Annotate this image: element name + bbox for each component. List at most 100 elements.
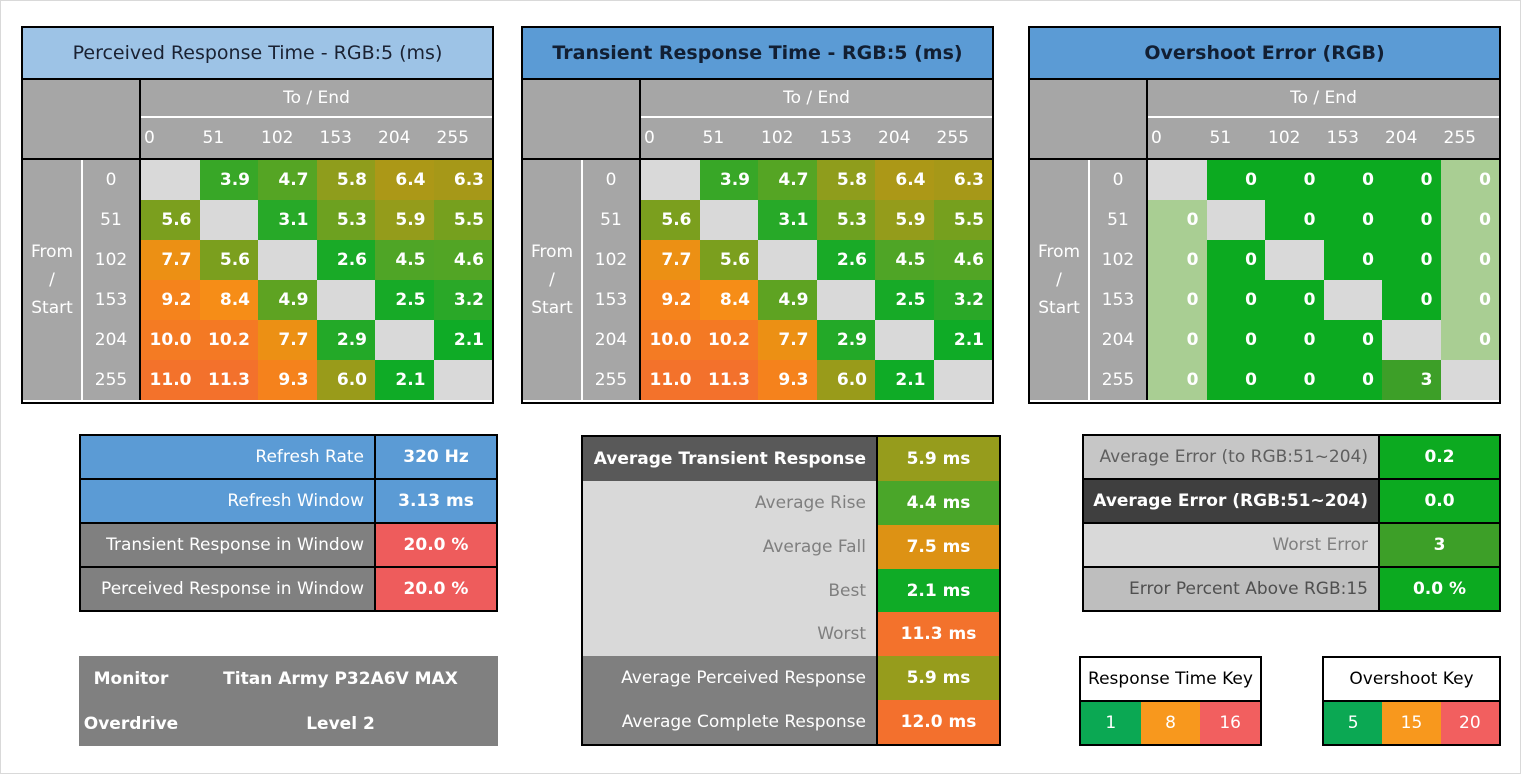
col-header-255: 255 [1440, 118, 1499, 160]
row-label: Worst [583, 612, 878, 657]
cell-from-51-to-153: 5.3 [316, 200, 375, 240]
table-row: Transient Response in Window 20.0 % [81, 524, 496, 568]
row-label: Average Error (to RGB:51~204) [1084, 436, 1380, 478]
heatmap-grid: To / End 0 51 102 153 204 255 From / Start 0 3.9 4.7… [523, 80, 992, 400]
corner-spacer [523, 80, 641, 160]
cell-from-102-to-204: 4.5 [375, 240, 434, 280]
cell-from-0-to-102: 4.7 [258, 160, 317, 200]
row-header-204: 204 [583, 320, 641, 360]
cell-from-51-to-51 [699, 200, 758, 240]
cell-from-51-to-51 [199, 200, 258, 240]
cell-from-0-to-51: 3.9 [199, 160, 258, 200]
row-header-153: 153 [583, 280, 641, 320]
from-start-axis-label: From / Start [1030, 160, 1090, 400]
heatmap-title: Overshoot Error (RGB) [1030, 28, 1499, 80]
cell-from-153-to-51: 8.4 [199, 280, 258, 320]
row-label: Error Percent Above RGB:15 [1084, 568, 1380, 610]
cell-from-255-to-0: 11.0 [141, 360, 200, 400]
cell-from-102-to-102 [758, 240, 817, 280]
heatmap-grid: To / End 0 51 102 153 204 255 From / Start 0 0 0 0 0 0 5… [1030, 80, 1499, 400]
cell-from-51-to-204: 5.9 [375, 200, 434, 240]
table-row: Overdrive Level 2 [79, 701, 498, 746]
cell-from-102-to-0: 7.7 [141, 240, 200, 280]
refresh-summary-table: Refresh Rate 320 Hz Refresh Window 3.13 ms T… [79, 434, 498, 612]
row-label: Best [583, 568, 878, 613]
row-value: 2.1 ms [878, 568, 999, 613]
col-header-0: 0 [141, 118, 200, 160]
cell-from-153-to-204: 2.5 [875, 280, 934, 320]
cell-from-204-to-51: 10.2 [699, 320, 758, 360]
row-value: 5.9 ms [878, 656, 999, 701]
key-swatch-20: 20 [1440, 702, 1499, 744]
key-title: Overshoot Key [1324, 658, 1499, 702]
row-value: 11.3 ms [878, 612, 999, 657]
col-header-51: 51 [699, 118, 758, 160]
row-header-102: 102 [1090, 240, 1148, 280]
cell-from-0-to-153: 5.8 [816, 160, 875, 200]
col-header-0: 0 [641, 118, 700, 160]
col-header-153: 153 [316, 118, 375, 160]
cell-from-51-to-0: 5.6 [641, 200, 700, 240]
cell-from-255-to-255 [933, 360, 992, 400]
cell-from-102-to-153: 2.6 [816, 240, 875, 280]
cell-from-0-to-255: 6.3 [933, 160, 992, 200]
cell-from-0-to-255: 6.3 [433, 160, 492, 200]
key-swatch-8: 8 [1140, 702, 1201, 744]
row-label: Refresh Window [81, 480, 376, 522]
cell-from-102-to-153: 0 [1323, 240, 1382, 280]
row-header-0: 0 [583, 160, 641, 200]
key-swatch-1: 1 [1081, 702, 1141, 744]
from-start-axis-label: From / Start [23, 160, 83, 400]
cell-from-255-to-204: 3 [1382, 360, 1441, 400]
cell-from-51-to-255: 5.5 [433, 200, 492, 240]
cell-from-0-to-255: 0 [1440, 160, 1499, 200]
cell-from-204-to-51: 0 [1206, 320, 1265, 360]
monitor-row-label: Overdrive [83, 713, 179, 734]
error-summary-table: Average Error (to RGB:51~204) 0.2 Average … [1082, 434, 1501, 612]
row-value: 4.4 ms [878, 480, 999, 525]
cell-from-153-to-0: 9.2 [141, 280, 200, 320]
row-value: 0.0 [1380, 480, 1499, 522]
col-header-51: 51 [199, 118, 258, 160]
row-label: Average Transient Response [583, 437, 878, 481]
cell-from-0-to-204: 0 [1382, 160, 1441, 200]
row-value: 20.0 % [376, 568, 496, 610]
transient-response-table: Transient Response Time - RGB:5 (ms) To /… [521, 26, 994, 404]
cell-from-102-to-255: 4.6 [933, 240, 992, 280]
key-cells: 5 15 20 [1324, 702, 1499, 744]
cell-from-204-to-204 [1382, 320, 1441, 360]
table-row: Average Complete Response 12.0 ms [583, 700, 999, 745]
cell-from-255-to-51: 11.3 [699, 360, 758, 400]
cell-from-153-to-51: 0 [1206, 280, 1265, 320]
col-header-153: 153 [816, 118, 875, 160]
table-row: Error Percent Above RGB:15 0.0 % [1084, 568, 1499, 610]
table-row: Average Rise 4.4 ms [583, 480, 999, 525]
row-label: Worst Error [1084, 524, 1380, 566]
cell-from-153-to-0: 0 [1148, 280, 1207, 320]
cell-from-0-to-153: 0 [1323, 160, 1382, 200]
key-cells: 1 8 16 [1081, 702, 1261, 744]
cell-from-153-to-204: 2.5 [375, 280, 434, 320]
overshoot-key: Overshoot Key 5 15 20 [1322, 656, 1501, 746]
cell-from-204-to-0: 10.0 [641, 320, 700, 360]
cell-from-102-to-51: 0 [1206, 240, 1265, 280]
to-end-axis-label: To / End [1148, 80, 1499, 118]
cell-from-102-to-255: 4.6 [433, 240, 492, 280]
cell-from-102-to-102 [1265, 240, 1324, 280]
col-header-102: 102 [758, 118, 817, 160]
overshoot-error-table: Overshoot Error (RGB) To / End 0 51 102 153 20… [1028, 26, 1501, 404]
cell-from-153-to-153 [316, 280, 375, 320]
cell-from-102-to-153: 2.6 [316, 240, 375, 280]
cell-from-102-to-204: 0 [1382, 240, 1441, 280]
key-swatch-16: 16 [1200, 702, 1261, 744]
key-swatch-5: 5 [1324, 702, 1383, 744]
heatmap-title: Perceived Response Time - RGB:5 (ms) [23, 28, 492, 80]
row-value: 3 [1380, 524, 1499, 566]
to-end-axis-label: To / End [641, 80, 992, 118]
table-row: Average Error (RGB:51~204) 0.0 [1084, 480, 1499, 524]
cell-from-102-to-0: 7.7 [641, 240, 700, 280]
cell-from-153-to-51: 8.4 [699, 280, 758, 320]
row-label: Perceived Response in Window [81, 568, 376, 610]
col-header-204: 204 [875, 118, 934, 160]
cell-from-51-to-204: 0 [1382, 200, 1441, 240]
